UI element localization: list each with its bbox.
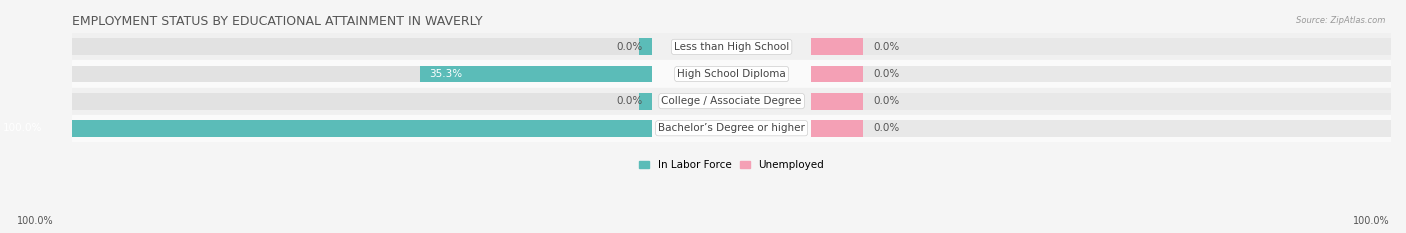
Bar (640, 38, 652, 55)
Bar (811, 120, 863, 137)
Legend: In Labor Force, Unemployed: In Labor Force, Unemployed (634, 156, 828, 175)
Bar (811, 66, 863, 82)
Bar (72, 120, 652, 137)
Text: EMPLOYMENT STATUS BY EDUCATIONAL ATTAINMENT IN WAVERLY: EMPLOYMENT STATUS BY EDUCATIONAL ATTAINM… (72, 15, 482, 28)
Bar (811, 66, 1391, 82)
Bar (72, 93, 652, 110)
Text: 0.0%: 0.0% (873, 123, 900, 133)
Bar (420, 66, 652, 82)
Text: 0.0%: 0.0% (873, 42, 900, 52)
Bar (811, 120, 1391, 137)
Bar (811, 38, 1391, 55)
Bar (72, 33, 1391, 60)
Text: 35.3%: 35.3% (430, 69, 463, 79)
Bar (811, 93, 863, 110)
Text: 0.0%: 0.0% (616, 96, 643, 106)
Text: Bachelor’s Degree or higher: Bachelor’s Degree or higher (658, 123, 806, 133)
Bar (72, 38, 652, 55)
Text: 0.0%: 0.0% (873, 69, 900, 79)
Text: Less than High School: Less than High School (673, 42, 789, 52)
Bar (811, 38, 863, 55)
Text: 100.0%: 100.0% (3, 123, 42, 133)
Bar (72, 60, 1391, 88)
Text: College / Associate Degree: College / Associate Degree (661, 96, 801, 106)
Text: 0.0%: 0.0% (616, 42, 643, 52)
Bar (811, 93, 1391, 110)
Bar (640, 93, 652, 110)
Text: 100.0%: 100.0% (17, 216, 53, 226)
Bar (72, 115, 1391, 142)
Text: 100.0%: 100.0% (1353, 216, 1389, 226)
Text: 0.0%: 0.0% (873, 96, 900, 106)
Text: High School Diploma: High School Diploma (678, 69, 786, 79)
Bar (72, 88, 1391, 115)
Text: Source: ZipAtlas.com: Source: ZipAtlas.com (1295, 16, 1385, 25)
Bar (72, 66, 652, 82)
Bar (0, 120, 652, 137)
